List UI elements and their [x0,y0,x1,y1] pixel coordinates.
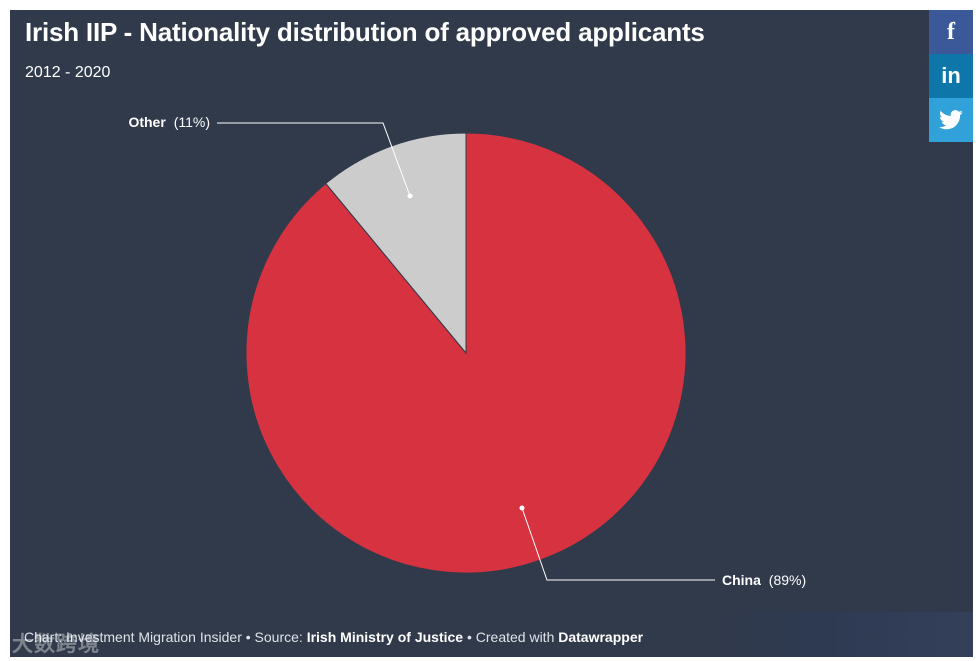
other-label: Other (11%) [128,114,210,130]
footer-prefix: Chart: [24,629,67,645]
other-label-pct: (11%) [174,114,210,130]
footer-tool-link[interactable]: Datawrapper [558,629,644,645]
china-label-pct: (89%) [769,572,806,588]
other-label-dot [407,193,413,199]
footer-source-link[interactable]: Irish Ministry of Justice [306,629,464,645]
chart-panel: Irish IIP - Nationality distribution of … [10,10,973,657]
pie-chart: Other (11%) China (89%) [128,114,806,588]
china-leader-line [521,507,715,581]
other-label-name: Other [128,114,166,130]
facebook-icon: f [947,18,955,45]
footer-created-label: • Created with [463,629,559,645]
twitter-share-button[interactable] [929,98,973,142]
facebook-share-button[interactable]: f [929,10,973,54]
footer-author: Investment Migration Insider [66,629,242,645]
pie-slices [245,132,687,574]
other-leader-line [217,122,411,197]
footer-source-label: • Source: [241,629,307,645]
china-label: China (89%) [722,572,806,588]
footer-fade [720,612,973,657]
chart-subtitle: 2012 - 2020 [25,64,111,81]
share-bar: f in [929,10,973,142]
chart-footer: Chart: Investment Migration Insider • So… [24,629,643,645]
china-label-name: China [722,572,761,588]
twitter-icon [939,110,963,130]
pie-labels: Other (11%) China (89%) [128,114,806,588]
china-label-dot [519,505,525,511]
linkedin-share-button[interactable]: in [929,54,973,98]
linkedin-icon: in [941,63,961,88]
chart-title: Irish IIP - Nationality distribution of … [25,17,705,47]
